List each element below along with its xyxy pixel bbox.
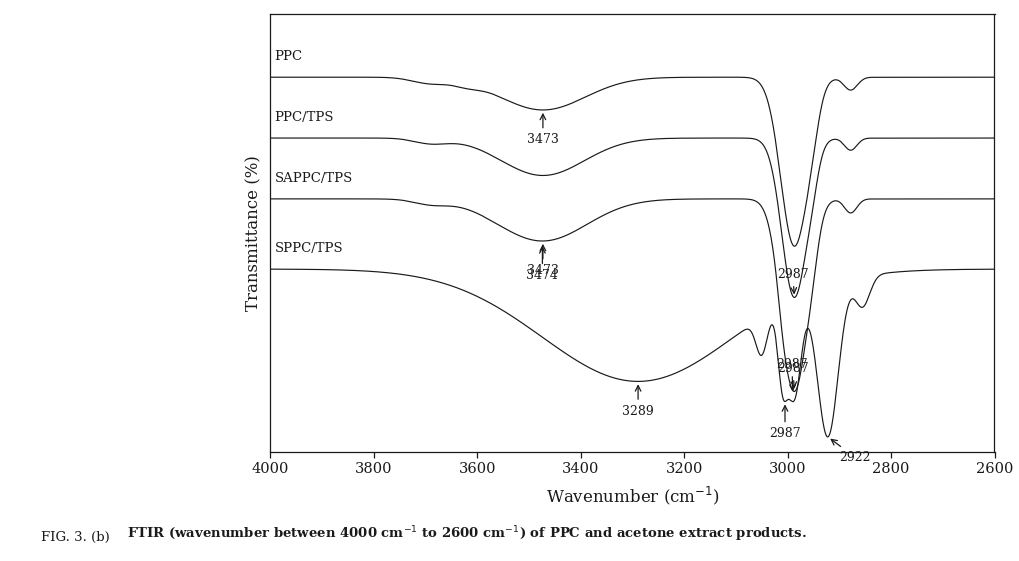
Text: PPC: PPC [274, 50, 303, 63]
Text: 3474: 3474 [526, 247, 557, 282]
Text: SAPPC/TPS: SAPPC/TPS [274, 172, 353, 185]
Text: FTIR (wavenumber between 4000 cm$^{-1}$ to 2600 cm$^{-1}$) of PPC and acetone ex: FTIR (wavenumber between 4000 cm$^{-1}$ … [127, 525, 807, 544]
Text: 2987: 2987 [776, 268, 808, 293]
Text: 3473: 3473 [527, 114, 558, 146]
Text: 3289: 3289 [622, 385, 653, 418]
Y-axis label: Transmittance (%): Transmittance (%) [245, 155, 262, 311]
Text: SPPC/TPS: SPPC/TPS [274, 242, 342, 255]
X-axis label: Wavenumber (cm$^{-1}$): Wavenumber (cm$^{-1}$) [545, 484, 718, 507]
Text: 2987: 2987 [768, 406, 800, 440]
Text: 2987: 2987 [776, 362, 808, 387]
Text: 2987: 2987 [775, 358, 807, 390]
Text: 3473: 3473 [527, 245, 558, 277]
Text: 2922: 2922 [830, 439, 870, 464]
Text: FIG. 3. (b): FIG. 3. (b) [41, 531, 114, 544]
Text: PPC/TPS: PPC/TPS [274, 111, 333, 124]
